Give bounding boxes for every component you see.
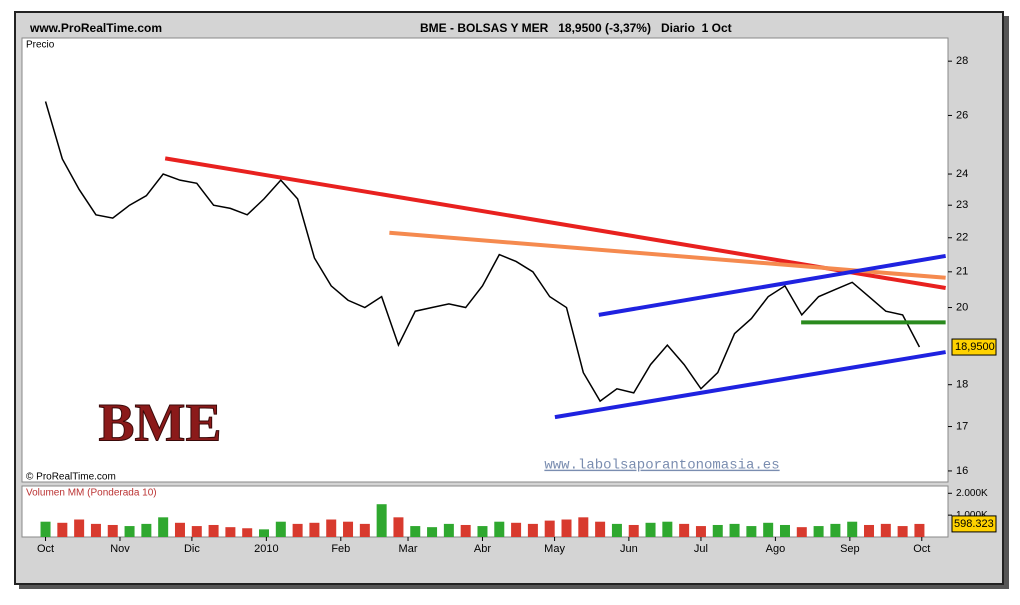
volume-bar [107,524,118,537]
volume-bar [645,522,656,537]
volume-bar [897,526,908,537]
volume-bar [326,519,337,537]
x-tick-label: Feb [331,543,350,555]
volume-bar [343,521,354,537]
y-tick-label: 2.000K [956,488,988,499]
volume-bar [292,523,303,537]
volume-bar [830,523,841,537]
volume-bar [158,517,169,537]
volume-bar [376,504,387,537]
panel-label: Precio [26,40,55,51]
volume-bar [40,521,51,537]
watermark: BME [98,392,221,452]
x-tick-label: Jul [694,543,708,555]
volume-bar [393,517,404,537]
volume-label-box [951,515,997,533]
volume-bar [275,521,286,537]
volume-bar [712,524,723,537]
volume-bar [779,524,790,537]
volume-bar [191,526,202,537]
volume-bar [494,521,505,537]
title: BME - BOLSAS Y MER 18,9500 (-3,37%) Diar… [420,21,732,35]
x-tick-label: Dic [184,543,200,555]
volume-bar [914,523,925,537]
volume-bar [679,523,690,537]
panel-label: Volumen MM (Ponderada 10) [26,488,157,499]
volume-bar [57,522,68,537]
copyright: © ProRealTime.com [26,472,116,483]
volume-bar [796,527,807,537]
price-line [44,101,921,403]
volume-bar [746,526,757,537]
website: www.labolsaporantonomasia.es [544,458,779,474]
volume-bar [443,523,454,537]
volume-bar [813,526,824,537]
y-tick-label: 21 [956,266,968,278]
volume-bar [628,524,639,537]
volume-bar [410,526,421,537]
x-tick-label: Oct [37,543,54,555]
y-tick-label: 20 [956,301,968,313]
volume-bar [74,519,85,537]
volume-bar [427,527,438,537]
volume-bar [141,523,152,537]
volume-bar [611,523,622,537]
volume-bar [259,529,270,537]
volume-bar [359,523,370,537]
y-tick-label: 17 [956,420,968,432]
x-tick-label: 2010 [254,543,278,555]
volume-bar [880,523,891,537]
trendline [554,350,946,420]
volume-bar [477,526,488,537]
x-tick-label: Oct [913,543,930,555]
x-tick-label: Nov [110,543,130,555]
volume-bar [847,521,858,537]
volume-bar [124,526,135,537]
trendline [598,253,946,317]
volume-bar [729,523,740,537]
x-tick-label: Mar [399,543,418,555]
volume-bar [695,526,706,537]
x-tick-label: Ago [766,543,786,555]
x-tick-label: Abr [474,543,491,555]
y-tick-label: 28 [956,55,968,67]
volume-bar [460,524,471,537]
volume-bar [225,527,236,537]
site: www.ProRealTime.com [29,21,162,35]
y-tick-label: 24 [956,168,968,180]
volume-bar [208,524,219,537]
y-tick-label: 16 [956,465,968,477]
volume-bar [511,522,522,537]
y-tick-label: 26 [956,109,968,121]
volume-bar [174,522,185,537]
y-tick-label: 1.000K [956,510,988,521]
volume-bar [578,517,589,537]
y-tick-label: 22 [956,232,968,244]
price-label-box [951,338,997,356]
volume-bar [90,523,101,537]
volume-bar [242,528,253,537]
y-tick-label: 23 [956,199,968,211]
volume-bar [662,521,673,537]
volume-label: 598.323 [954,518,994,530]
x-tick-label: Jun [620,543,638,555]
volume-bar [561,519,572,537]
x-tick-label: May [544,543,565,555]
volume-bar [309,522,320,537]
price-panel [21,37,949,483]
y-tick-label: 18 [956,379,968,391]
volume-bar [527,523,538,537]
volume-bar [763,522,774,537]
volume-bar [544,520,555,537]
volume-bar [864,524,875,537]
volume-bar [595,521,606,537]
price-label: 18,9500 [955,341,995,353]
x-tick-label: Sep [840,543,860,555]
